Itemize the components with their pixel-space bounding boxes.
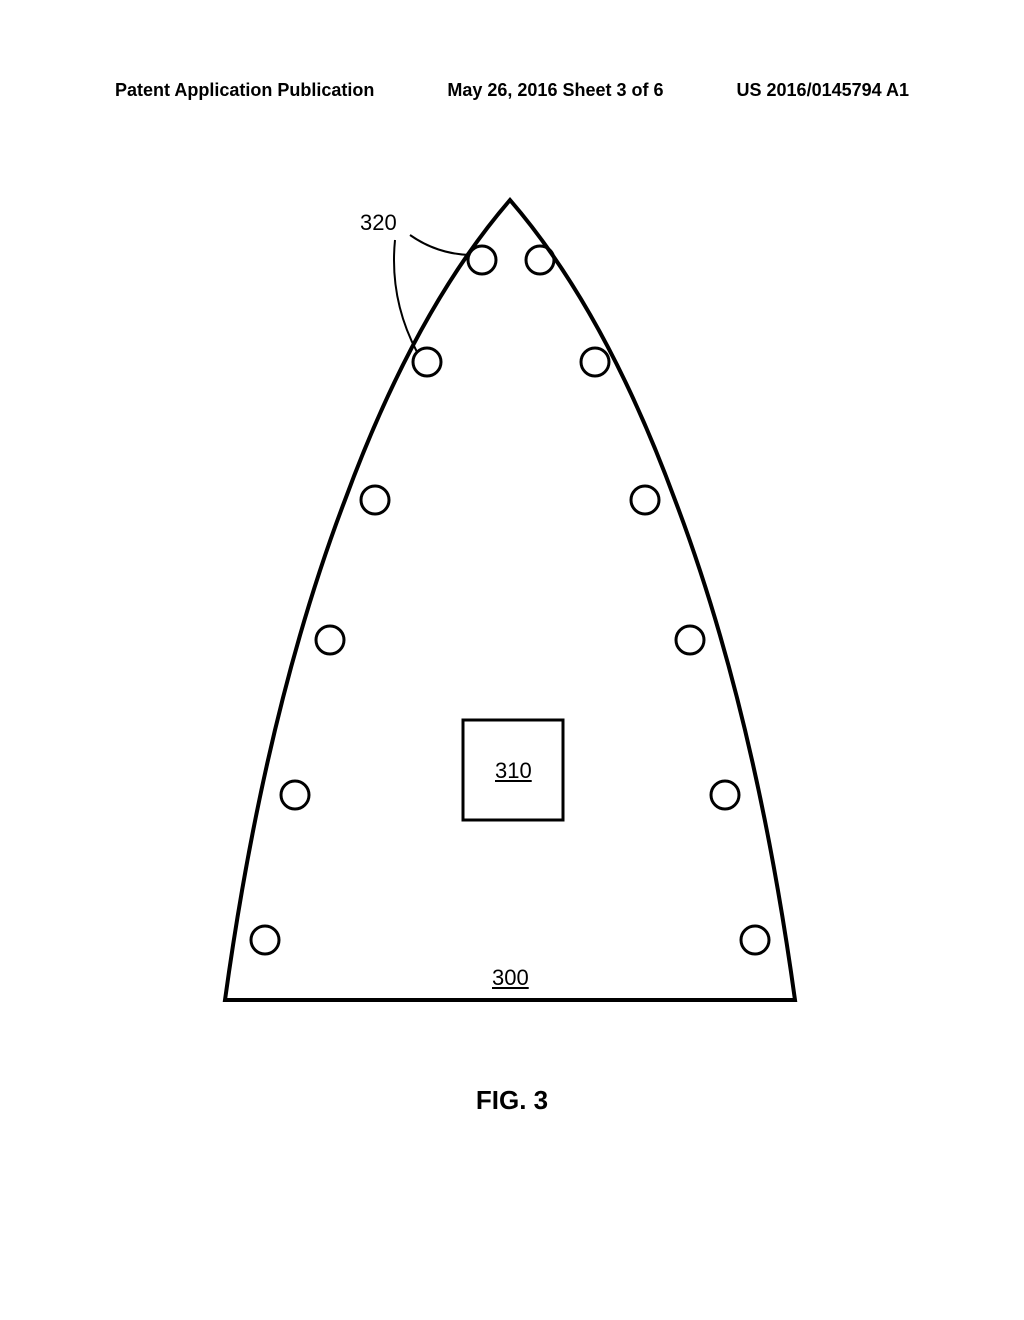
steam-hole: [251, 926, 279, 954]
steam-hole: [631, 486, 659, 514]
inner-box-label: 310: [495, 758, 532, 784]
pointer-lines: [394, 235, 470, 352]
steam-holes-group: [251, 246, 769, 954]
header-left: Patent Application Publication: [115, 80, 374, 101]
steam-hole: [741, 926, 769, 954]
pointer-line: [410, 235, 470, 255]
steam-hole: [526, 246, 554, 274]
header-center: May 26, 2016 Sheet 3 of 6: [447, 80, 663, 101]
figure-svg: [145, 180, 875, 1030]
steam-hole: [676, 626, 704, 654]
header-right: US 2016/0145794 A1: [737, 80, 909, 101]
steam-hole: [316, 626, 344, 654]
pointer-label-320: 320: [360, 210, 397, 236]
iron-outline: [225, 200, 795, 1000]
page-header: Patent Application Publication May 26, 2…: [0, 80, 1024, 101]
steam-hole: [281, 781, 309, 809]
figure-container: 320 310 300: [145, 180, 875, 1030]
steam-hole: [711, 781, 739, 809]
steam-hole: [468, 246, 496, 274]
base-label: 300: [492, 965, 529, 991]
steam-hole: [413, 348, 441, 376]
pointer-line: [394, 240, 417, 352]
steam-hole: [581, 348, 609, 376]
steam-hole: [361, 486, 389, 514]
figure-caption: FIG. 3: [0, 1085, 1024, 1116]
